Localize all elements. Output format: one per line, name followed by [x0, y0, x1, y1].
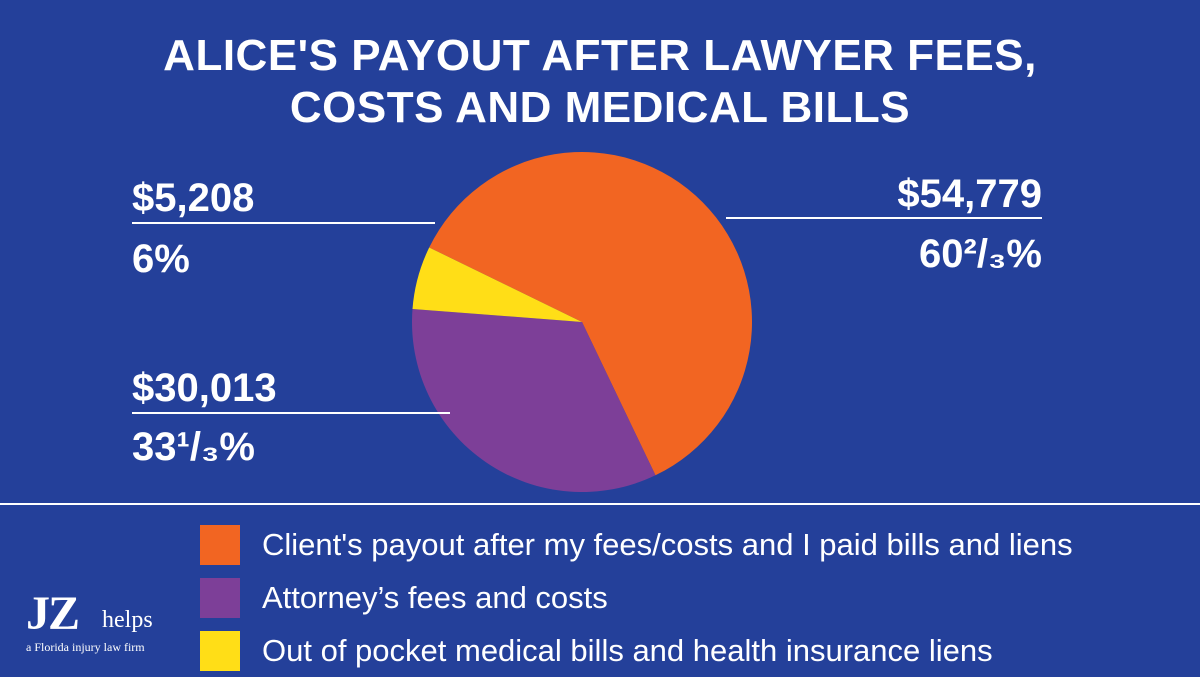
legend-item-client-payout: Client's payout after my fees/costs and …: [200, 518, 1073, 571]
logo-word: helps: [102, 607, 153, 633]
pie-slice-attorney-fees: [412, 308, 656, 492]
chart-title-line-1: ALICE'S PAYOUT AFTER LAWYER FEES,: [163, 31, 1037, 80]
legend-item-medical-bills: Out of pocket medical bills and health i…: [200, 624, 1073, 677]
medical-bills-percent-label: 6%: [132, 237, 190, 281]
attorney-fees-leader-line: [132, 412, 450, 414]
pie-slice-medical-bills: [412, 247, 582, 322]
attorney-fees-percent-label: 33¹/₃%: [132, 425, 255, 469]
legend-item-attorney-fees: Attorney’s fees and costs: [200, 571, 1073, 624]
jz-helps-logo: JZ helps a Florida injury law firm: [26, 590, 176, 660]
legend-label-medical-bills: Out of pocket medical bills and health i…: [262, 632, 993, 668]
client-payout-leader-line: [726, 217, 1042, 219]
legend-swatch-client-payout: [200, 524, 240, 565]
section-divider: [0, 503, 1200, 505]
client-payout-percent-label: 60²/₃%: [919, 232, 1042, 276]
logo-mark: JZ: [26, 587, 80, 640]
legend-swatch-attorney-fees: [200, 577, 240, 618]
chart-title-line-2: COSTS AND MEDICAL BILLS: [289, 83, 911, 132]
attorney-fees-value-label: $30,013: [132, 366, 277, 410]
legend: Client's payout after my fees/costs and …: [200, 518, 1073, 677]
client-payout-value-label: $54,779: [897, 172, 1042, 216]
legend-swatch-medical-bills: [200, 630, 240, 671]
pie-slice-client-payout: [429, 152, 752, 476]
medical-bills-value-label: $5,208: [132, 176, 255, 220]
logo-tagline: a Florida injury law firm: [26, 640, 145, 654]
chart-title: ALICE'S PAYOUT AFTER LAWYER FEES, COSTS …: [0, 30, 1200, 134]
medical-bills-leader-line: [132, 222, 435, 224]
legend-label-client-payout: Client's payout after my fees/costs and …: [262, 526, 1073, 562]
legend-label-attorney-fees: Attorney’s fees and costs: [262, 579, 608, 615]
